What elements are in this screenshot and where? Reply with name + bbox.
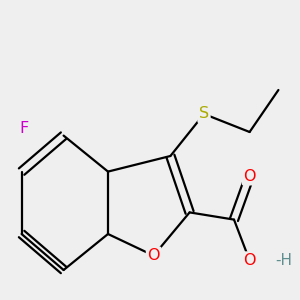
Text: O: O [147, 248, 160, 263]
Text: S: S [199, 106, 209, 122]
Text: F: F [20, 121, 28, 136]
Text: O: O [243, 169, 256, 184]
Text: -H: -H [275, 253, 292, 268]
Text: O: O [243, 253, 256, 268]
